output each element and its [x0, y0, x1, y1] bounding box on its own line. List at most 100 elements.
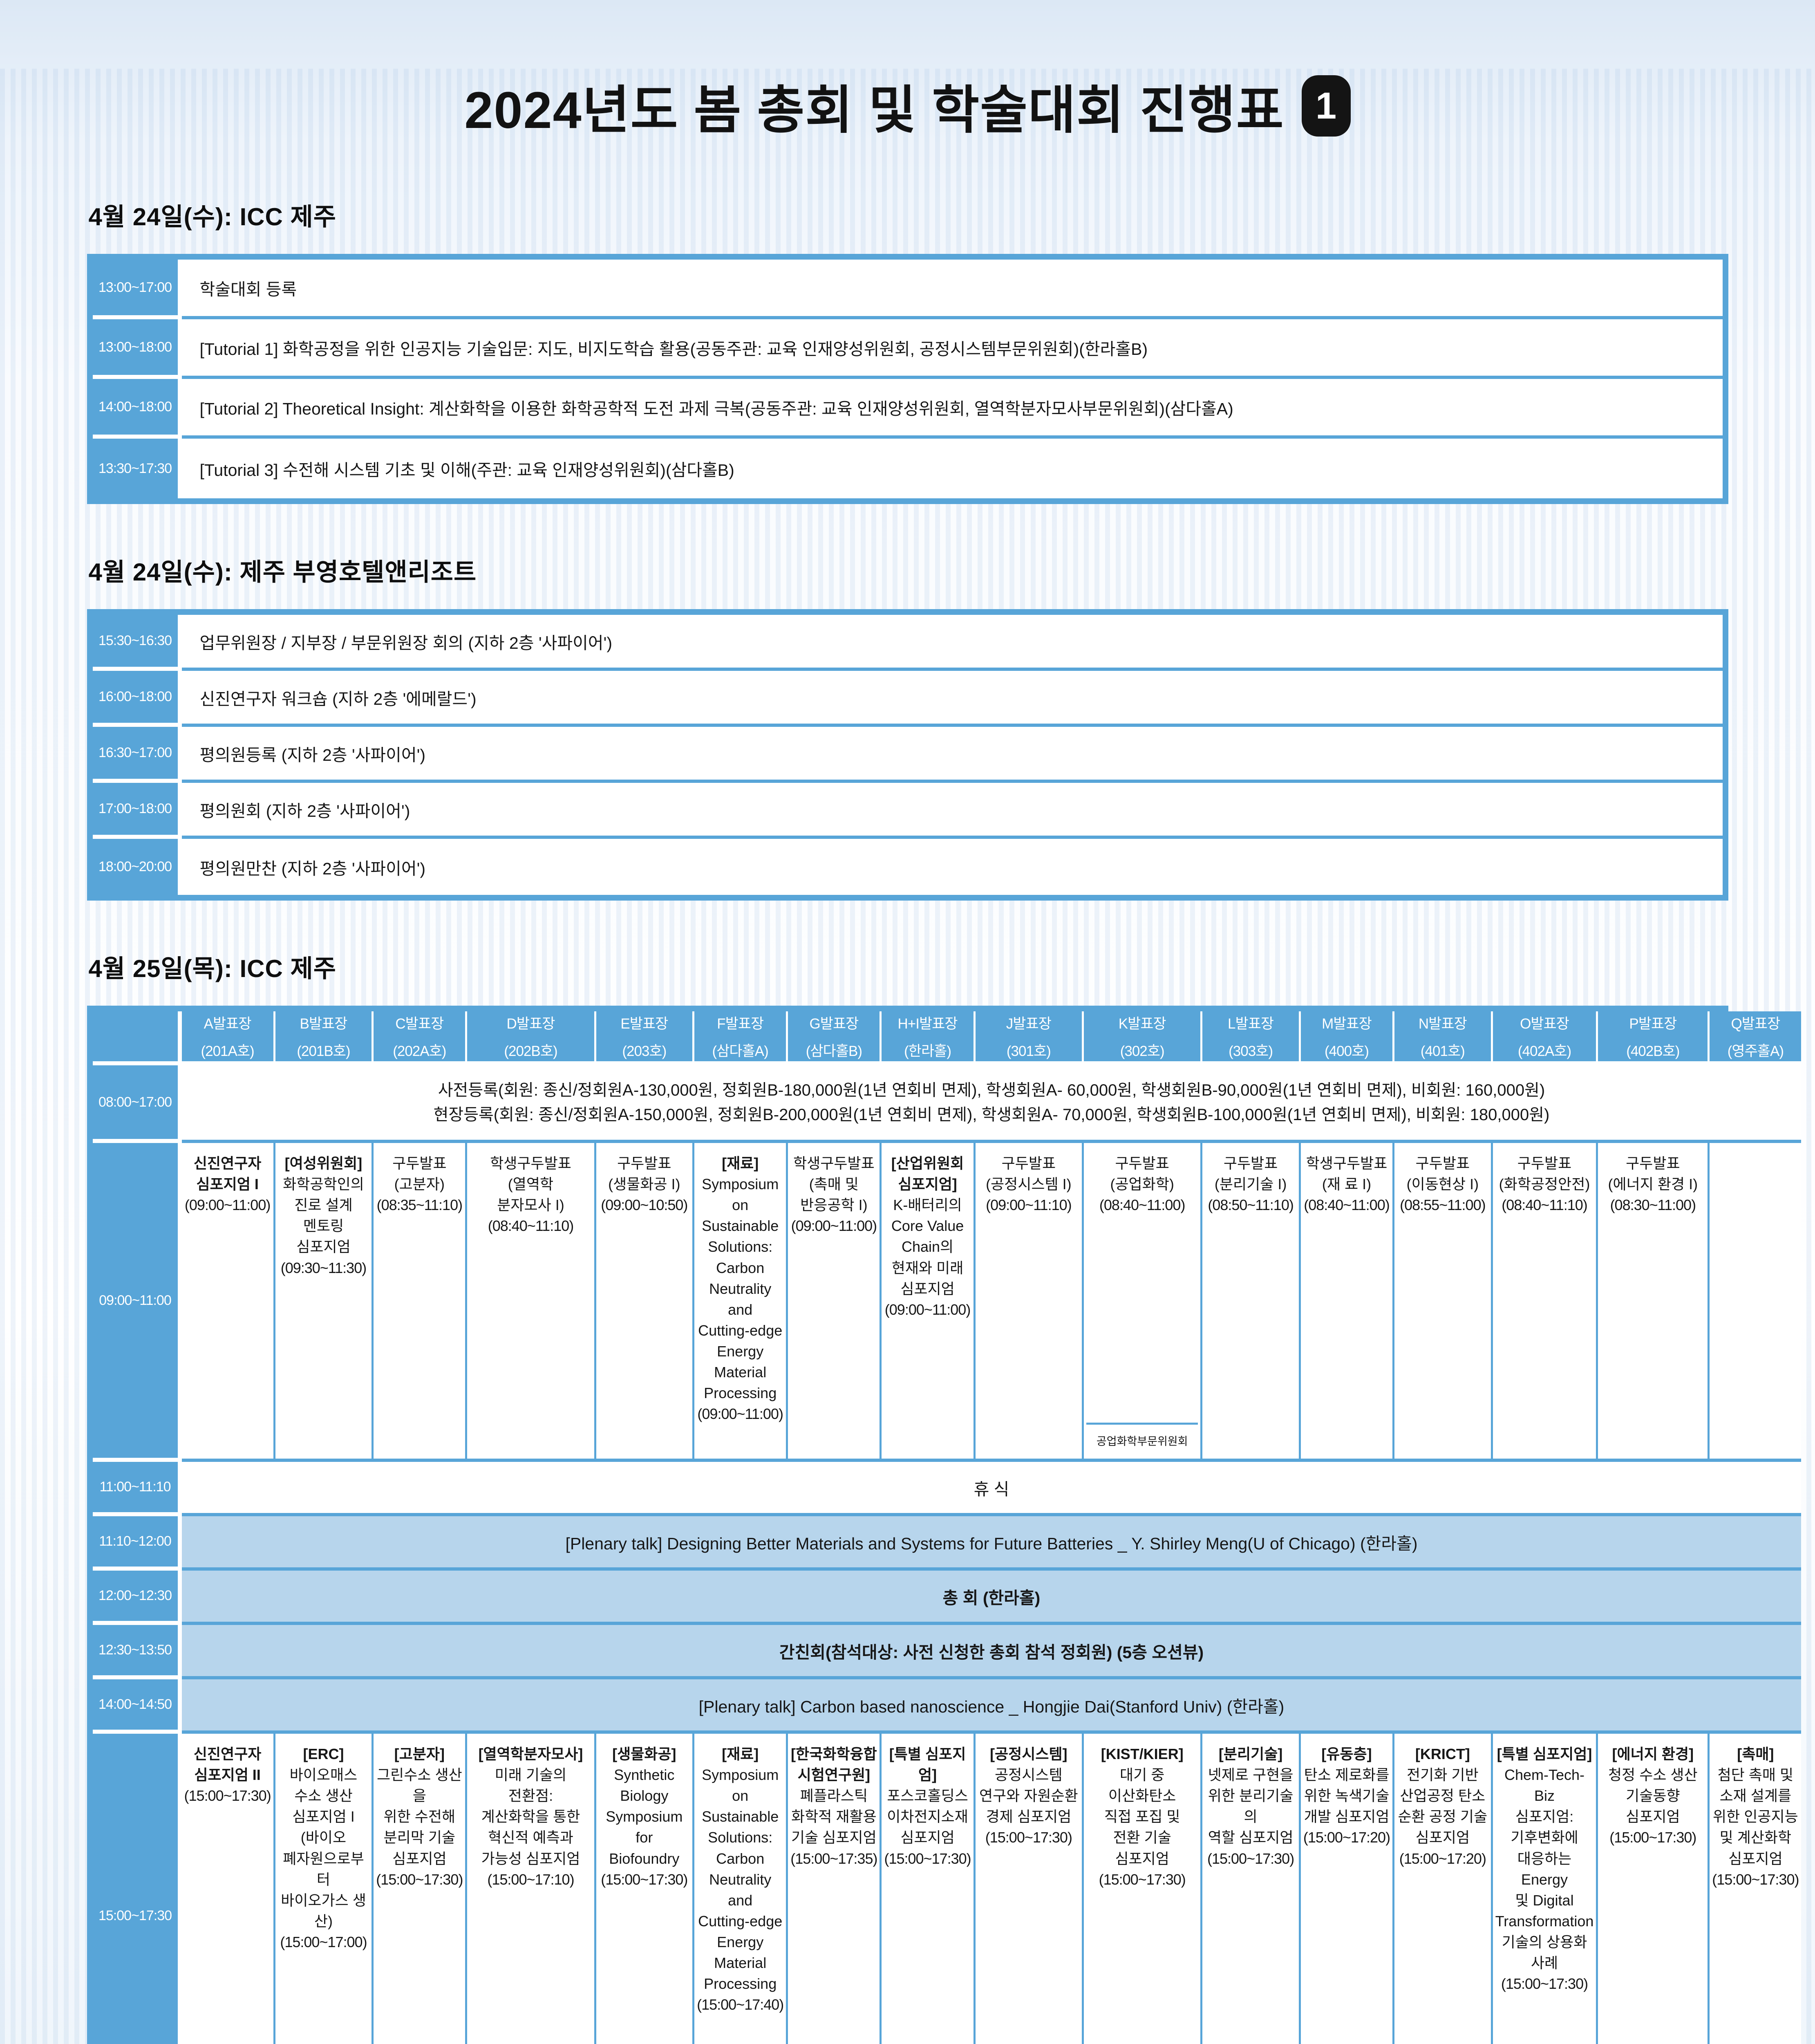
time-cell: 14:00~14:50 — [92, 1679, 182, 1734]
plenary-talk-1-row: [Plenary talk] Designing Better Material… — [181, 1516, 1802, 1571]
banquet-row: 간친회(참석대상: 사전 신청한 총회 참석 정회원) (5층 오션뷰) — [181, 1625, 1802, 1679]
time-cell: 17:00~18:00 — [92, 783, 182, 839]
time-cell: 11:00~11:10 — [92, 1462, 182, 1516]
time-cell: 18:00~20:00 — [92, 839, 182, 895]
session-tag: [한국화학융합 시험연구원] — [791, 1746, 877, 1784]
session-time: (15:00~17:40) — [697, 1996, 784, 2013]
session-cell-F: [재료] Symposium on Sustainable Solutions: … — [694, 1143, 788, 1462]
hall-name: A발표장 — [204, 1016, 252, 1032]
session-time: (08:55~11:00) — [1400, 1197, 1486, 1214]
session-title: 구두발표 (에너지 환경 I) — [1608, 1155, 1698, 1193]
session-title: 넷제로 구현을 위한 분리기술의 역할 심포지엄 — [1208, 1766, 1294, 1846]
room-name: (202A호) — [393, 1043, 446, 1059]
event-cell: 학술대회 등록 — [181, 260, 1723, 319]
column-header-M: M발표장 (400호) — [1300, 1011, 1395, 1065]
session-cell-O: 구두발표 (화학공정안전) (08:40~11:10) — [1493, 1143, 1598, 1462]
hall-name: K발표장 — [1118, 1016, 1166, 1032]
session-title: 구두발표 (분리기술 I) — [1214, 1155, 1287, 1193]
session-title: 폐플라스틱 화학적 재활용 기술 심포지엄 — [791, 1787, 877, 1846]
session-cell-P: [에너지 환경]청정 수소 생산 기술동향 심포지엄(15:00~17:30)에… — [1598, 1734, 1710, 2044]
session-cell-E: [생물화공] Synthetic Biology Symposium for Bi… — [596, 1734, 695, 2044]
session-title: 공정시스템 연구와 자원순환 경제 심포지엄 — [979, 1766, 1078, 1825]
session-tag: [열역학분자모사] — [478, 1746, 583, 1762]
general-assembly-row: 총 회 (한라홀) — [181, 1571, 1802, 1625]
session-time: (15:00~17:30) — [1099, 1871, 1186, 1888]
session-cell-F: [재료] Symposium on Sustainable Solutions: … — [694, 1734, 788, 2044]
session-cell-J: [공정시스템] 공정시스템 연구와 자원순환 경제 심포지엄 (15:00~17:3… — [975, 1734, 1084, 2044]
session-time: (09:00~11:00) — [791, 1217, 877, 1235]
room-name: (301호) — [1006, 1043, 1051, 1059]
session-title: 첨단 촉매 및 소재 설계를 위한 인공지능 및 계산화학 심포지엄 — [1713, 1766, 1798, 1867]
session-time: (15:00~17:20) — [1399, 1850, 1486, 1867]
session-title: 포스코홀딩스 이차전지소재 심포지엄 — [887, 1787, 968, 1846]
session-cell-C: 구두발표 (고분자) (08:35~11:10) — [374, 1143, 468, 1462]
room-name: (한라홀) — [904, 1043, 951, 1059]
session-cell-HI: [산업위원회 심포지엄] K-배터리의 Core Value Chain의 현재와… — [882, 1143, 976, 1462]
column-header-K: K발표장 (302호) — [1084, 1011, 1203, 1065]
time-cell: 15:30~16:30 — [92, 615, 182, 671]
room-name: (202B호) — [504, 1043, 557, 1059]
column-header-Q: Q발표장 (영주홀A) — [1710, 1011, 1802, 1065]
title-bar: 2024년도 봄 총회 및 학술대회 진행표 1 — [87, 69, 1728, 143]
room-name: (303호) — [1229, 1043, 1273, 1059]
room-name: (삼다홀B) — [806, 1043, 862, 1059]
session-tag: [특별 심포지엄] — [889, 1746, 966, 1784]
hall-name: C발표장 — [395, 1016, 444, 1032]
room-name: (402A호) — [1517, 1043, 1571, 1059]
session-title: 구두발표 (공정시스템 I) — [986, 1155, 1072, 1193]
room-name: (400호) — [1325, 1043, 1369, 1059]
session-title: Symposium on Sustainable Solutions: Carb… — [698, 1766, 783, 1992]
session-tag: 신진연구자 심포지엄 II — [193, 1746, 262, 1784]
session-cell-A: 신진연구자 심포지엄 II (15:00~17:30) — [181, 1734, 275, 2044]
committee-footer: 공업화학부문위원회 — [1086, 1423, 1198, 1459]
section2-table: 15:30~16:30 업무위원장 / 지부장 / 부문위원장 회의 (지하 2… — [87, 609, 1728, 901]
hall-name: E발표장 — [620, 1016, 668, 1032]
event-cell: 평의원등록 (지하 2층 '사파이어') — [181, 727, 1723, 783]
session-tag: [촉매] — [1737, 1746, 1774, 1762]
session-time: (08:30~11:00) — [1610, 1197, 1696, 1214]
session-title: 그린수소 생산을 위한 수전해 분리막 기술 심포지엄 — [376, 1766, 462, 1867]
session-cell-N: 구두발표 (이동현상 I) (08:55~11:00) — [1394, 1143, 1493, 1462]
session-time: (09:00~11:00) — [697, 1405, 783, 1423]
session-tag: [재료] — [722, 1155, 759, 1172]
session-tag: [재료] — [722, 1746, 759, 1762]
session-time: (08:40~11:00) — [1304, 1197, 1390, 1214]
session-tag: [생물화공] — [612, 1746, 676, 1762]
session-title: 구두발표 (공업화학) — [1110, 1155, 1174, 1193]
event-cell: [Tutorial 1] 화학공정을 위한 인공지능 기술입문: 지도, 비지도… — [181, 319, 1723, 379]
session-tag: 신진연구자 심포지엄 I — [193, 1155, 262, 1193]
time-cell: 09:00~11:00 — [92, 1143, 182, 1462]
session-cell-O: [특별 심포지엄] Chem-Tech-Biz 심포지엄: 기후변화에 대응하는 … — [1493, 1734, 1598, 2044]
hall-name: N발표장 — [1418, 1016, 1467, 1032]
session-time: (15:00~17:10) — [487, 1871, 574, 1888]
hall-name: H+I발표장 — [897, 1016, 958, 1032]
session-time: (08:50~11:10) — [1208, 1197, 1294, 1214]
session-time: (15:00~17:30) — [376, 1871, 463, 1888]
session-cell-N: [KRICT] 전기화 기반 산업공정 탄소 순환 공정 기술 심포지엄 (15:0… — [1394, 1734, 1493, 2044]
session-title: 미래 기술의 전환점: 계산화학을 통한 혁신적 예측과 가능성 심포지엄 — [481, 1766, 580, 1867]
session-time: (09:00~11:00) — [184, 1197, 271, 1214]
session-title: Symposium on Sustainable Solutions: Carb… — [698, 1176, 783, 1402]
column-header-P: P발표장 (402B호) — [1598, 1011, 1710, 1065]
section2-title: 4월 24일(수): 제주 부영호텔앤리조트 — [88, 558, 477, 586]
session-tag: [산업위원회 심포지엄] — [891, 1155, 964, 1193]
event-cell: 평의원회 (지하 2층 '사파이어') — [181, 783, 1723, 839]
session-cell-G: [한국화학융합 시험연구원] 폐플라스틱 화학적 재활용 기술 심포지엄 (15:0… — [788, 1734, 882, 2044]
registration-row: 사전등록(회원: 종신/정회원A-130,000원, 정회원B-180,000원… — [181, 1065, 1802, 1143]
time-cell: 13:00~17:00 — [92, 260, 182, 319]
time-cell: 13:00~18:00 — [92, 319, 182, 379]
session-title: 학생구두발표 (촉매 및 반응공학 I) — [793, 1155, 875, 1214]
event-cell: 업무위원장 / 지부장 / 부문위원장 회의 (지하 2층 '사파이어') — [181, 615, 1723, 671]
session-cell-B: [ERC] 바이오매스 수소 생산 심포지엄 I (바이오 폐자원으로부터 바이오… — [275, 1734, 374, 2044]
session-title: 탄소 제로화를 위한 녹색기술 개발 심포지엄 — [1304, 1766, 1390, 1825]
column-header-J: J발표장 (301호) — [975, 1011, 1084, 1065]
session-time: (09:00~10:50) — [601, 1197, 688, 1214]
session-time: (15:00~17:30) — [884, 1850, 971, 1867]
session-time: (15:00~17:30) — [184, 1787, 271, 1804]
hall-name: J발표장 — [1006, 1016, 1052, 1032]
event-cell: 신진연구자 워크숍 (지하 2층 '에메랄드') — [181, 671, 1723, 727]
session-cell-L: [분리기술] 넷제로 구현을 위한 분리기술의 역할 심포지엄 (15:00~17:… — [1202, 1734, 1301, 2044]
session-title: 학생구두발표 (재 료 I) — [1306, 1155, 1388, 1193]
session-cell-K: [KIST/KIER] 대기 중 이산화탄소 직접 포집 및 전환 기술 심포지엄… — [1084, 1734, 1203, 2044]
session-cell-Q: [촉매] 첨단 촉매 및 소재 설계를 위한 인공지능 및 계산화학 심포지엄 (1… — [1710, 1734, 1802, 2044]
